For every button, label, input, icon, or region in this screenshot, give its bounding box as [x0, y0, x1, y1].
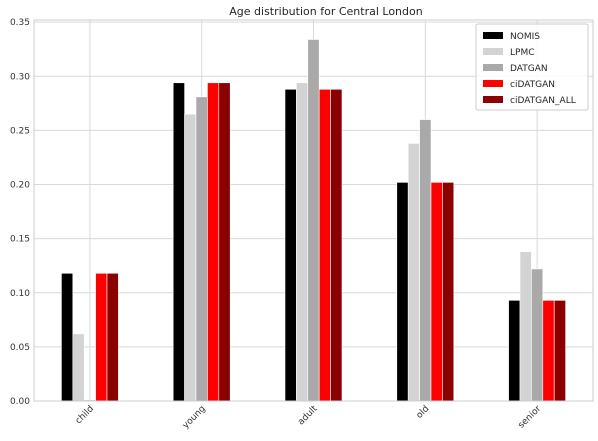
chart-title: Age distribution for Central London: [229, 5, 422, 18]
bar-LPMC-adult: [296, 82, 309, 402]
bar-NOMIS-old: [396, 182, 409, 402]
bar-ciDATGAN_ALL-senior: [553, 300, 566, 402]
legend-entry: LPMC: [510, 48, 535, 58]
legend-entry: NOMIS: [510, 32, 540, 42]
legend-entry: ciDATGAN_ALL: [510, 96, 576, 106]
bar-ciDATGAN_ALL-adult: [330, 88, 343, 402]
bar-NOMIS-senior: [508, 300, 521, 402]
legend-box: [475, 23, 589, 111]
legend-swatch: [483, 96, 503, 103]
legend-swatch: [483, 48, 503, 55]
bar-LPMC-young: [184, 113, 197, 402]
y-tick-label: 0.10: [10, 289, 30, 299]
legend-swatch: [483, 64, 503, 71]
y-tick-label: 0.05: [10, 343, 30, 353]
bar-NOMIS-young: [172, 82, 185, 402]
bar-DATGAN-senior: [531, 268, 544, 402]
legend-swatch: [483, 80, 503, 87]
bar-ciDATGAN-old: [430, 182, 443, 402]
x-tick-label: child: [74, 404, 96, 426]
y-tick-label: 0.20: [10, 181, 30, 191]
bar-ciDATGAN_ALL-young: [218, 82, 231, 402]
bar-DATGAN-old: [419, 119, 432, 402]
legend: NOMIS LPMC DATGAN ciDATGAN ciDATGAN_ALL: [475, 23, 589, 111]
bar-DATGAN-adult: [307, 39, 320, 402]
bar-ciDATGAN-young: [207, 82, 220, 402]
plot-frame: [33, 19, 594, 402]
y-tick-label: 0.15: [10, 235, 30, 245]
y-axis: 0.00 0.05 0.10 0.15 0.20 0.25 0.30 0.35: [10, 18, 30, 407]
x-tick-label: old: [415, 404, 432, 421]
y-tick-label: 0.35: [10, 18, 30, 28]
y-tick-label: 0.25: [10, 126, 30, 136]
bar-ciDATGAN-child: [95, 272, 108, 402]
bar-ciDATGAN-senior: [542, 300, 555, 402]
legend-entry: DATGAN: [510, 64, 548, 74]
bar-LPMC-child: [72, 333, 85, 402]
x-axis: child young adult old senior: [74, 404, 544, 431]
legend-entry: ciDATGAN: [510, 80, 555, 90]
y-tick-label: 0.30: [10, 72, 30, 82]
bar-ciDATGAN_ALL-old: [442, 182, 455, 402]
bar-ciDATGAN-adult: [318, 88, 331, 402]
legend-swatch: [483, 32, 503, 39]
x-tick-label: young: [181, 404, 208, 431]
x-tick-label: adult: [296, 404, 320, 428]
bar-NOMIS-child: [61, 272, 74, 402]
bar-DATGAN-young: [195, 96, 208, 402]
y-tick-label: 0.00: [10, 397, 30, 407]
x-tick-label: senior: [517, 404, 544, 431]
bar-NOMIS-adult: [284, 88, 297, 402]
bar-ciDATGAN_ALL-child: [106, 272, 119, 402]
bar-LPMC-senior: [519, 251, 532, 402]
bar-LPMC-old: [407, 143, 420, 402]
